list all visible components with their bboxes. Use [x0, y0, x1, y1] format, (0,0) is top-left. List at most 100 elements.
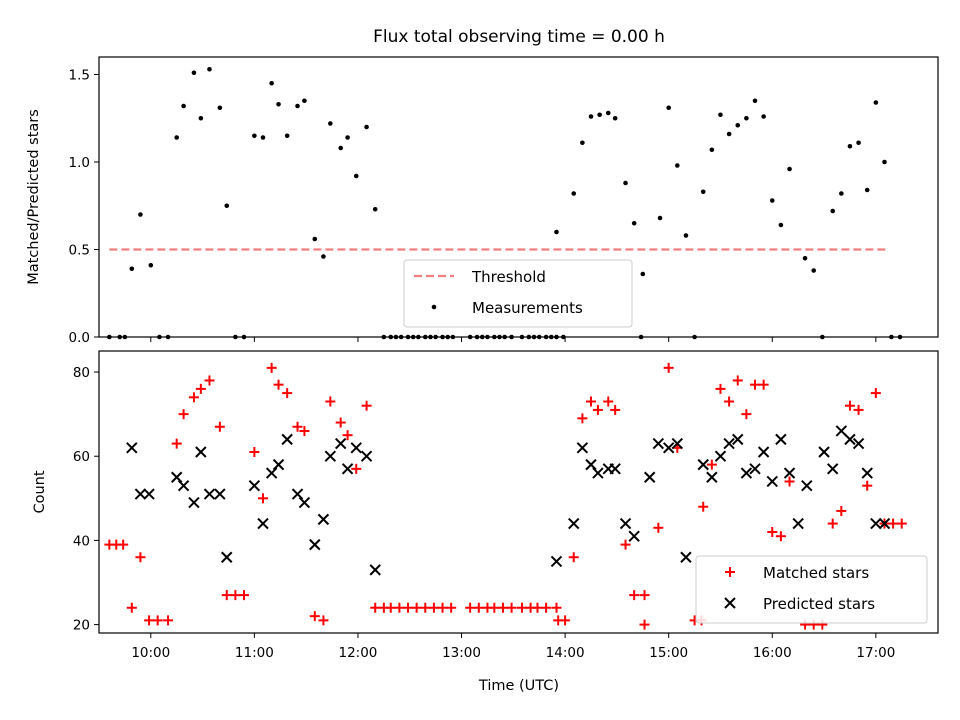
bottom-y-tick-label: 80 [73, 365, 90, 381]
matched-star-point [541, 602, 552, 613]
predicted-star-point [766, 475, 778, 488]
matched-star-point [620, 539, 631, 550]
measurement-point [830, 208, 835, 214]
measurement-point [709, 147, 715, 153]
measurement-point [422, 334, 428, 340]
predicted-star-point [818, 446, 830, 458]
measurement-point [445, 334, 451, 340]
measurement-point [410, 334, 416, 340]
matched-star-point [144, 615, 155, 626]
bottom-plot-area [98, 350, 939, 634]
measurement-point [485, 334, 490, 340]
matched-star-point [784, 476, 795, 487]
predicted-star-point [826, 463, 839, 475]
bottom-x-axis: 10:00 11:00 12:00 13:00 14:00 15:00 16:00 17:00 [131, 633, 895, 661]
measurement-point [571, 191, 577, 196]
measurement-point [207, 66, 212, 72]
predicted-star-point [568, 517, 580, 530]
measurement-point [554, 229, 559, 235]
top-y-tick-label: 1.0 [69, 155, 90, 171]
predicted-star-point [643, 471, 656, 483]
matched-star-point [370, 602, 381, 613]
predicted-star-point [671, 437, 684, 450]
matched-star-point [163, 615, 174, 626]
measurement-point [321, 254, 326, 259]
measurement-point [252, 133, 257, 139]
predicted-star-point [609, 463, 621, 475]
measurement-point [276, 101, 281, 107]
predicted-star-point [792, 517, 804, 530]
measurement-point [312, 236, 318, 242]
matched-star-point [428, 602, 439, 613]
predicted-star-point [317, 513, 330, 526]
measurement-point [138, 212, 143, 217]
matched-star-point [568, 552, 579, 563]
legend-threshold-label: Threshold [471, 268, 546, 286]
measurement-point [433, 334, 438, 340]
predicted-star-point [775, 433, 787, 446]
bottom-legend-box [695, 555, 928, 624]
matched-star-point [506, 602, 517, 613]
top-plot-area [98, 56, 939, 338]
matched-star-point [862, 480, 873, 491]
top-chart-title: Flux total observing time = 0.00 h [373, 27, 665, 47]
matched-star-point [118, 539, 129, 550]
predicted-star-point [878, 517, 891, 530]
predicted-star-point [203, 488, 216, 500]
bottom-y-tick-label: 40 [73, 533, 90, 549]
measurement-point [612, 115, 618, 121]
bottom-y-tick-label: 60 [73, 449, 90, 465]
measurement-point [744, 115, 749, 121]
predicted-star-point [749, 463, 761, 475]
matched-star-point [335, 417, 346, 428]
measurement-point [623, 180, 628, 186]
bottom-x-tick-label: 14:00 [546, 645, 585, 661]
matched-star-point [603, 396, 614, 407]
predicted-star-point [801, 479, 813, 492]
predicted-star-point [257, 517, 269, 530]
measurement-point [295, 103, 300, 109]
measurement-point [761, 114, 766, 119]
bottom-y-axis: 20 40 60 80 [73, 365, 99, 634]
matched-star-point [342, 430, 353, 441]
measurement-point [117, 334, 123, 340]
measurement-point [554, 334, 559, 340]
matched-star-point [394, 602, 405, 613]
measurement-point [328, 121, 333, 126]
matched-star-point [152, 615, 163, 626]
predicted-star-point [592, 467, 604, 479]
matched-star-point [195, 383, 206, 394]
measurement-point [605, 110, 611, 116]
matched-star-point [489, 602, 500, 613]
matched-star-point [325, 396, 336, 407]
measurement-point [302, 98, 307, 104]
bottom-x-tick-label: 16:00 [753, 645, 792, 661]
measurement-point [353, 173, 359, 179]
measurement-point [122, 334, 128, 340]
measurement-point [588, 114, 594, 119]
measurement-point [181, 103, 186, 109]
matched-star-point [351, 463, 362, 474]
matched-star-point [870, 388, 881, 399]
measurement-point [364, 124, 369, 130]
predicted-star-point [188, 496, 200, 509]
legend-predicted-marker [724, 597, 736, 609]
matched-star-point [586, 396, 597, 407]
matched-star-point [221, 590, 232, 601]
matched-star-point [715, 383, 726, 394]
matched-star-point [403, 602, 414, 613]
predicted-star-point [177, 479, 190, 492]
matched-star-point [266, 362, 277, 373]
measurement-point [492, 334, 497, 340]
measurement-point [497, 334, 502, 340]
measurement-point [217, 105, 223, 111]
predicted-star-point [714, 450, 727, 462]
measurement-point [692, 334, 697, 340]
measurement-point [700, 189, 706, 195]
matched-star-point [888, 518, 899, 529]
predicted-star-point [221, 551, 233, 563]
matched-star-point [896, 518, 907, 529]
predicted-star-point [861, 467, 873, 479]
measurement-point [107, 334, 112, 340]
measurement-point [405, 334, 411, 340]
